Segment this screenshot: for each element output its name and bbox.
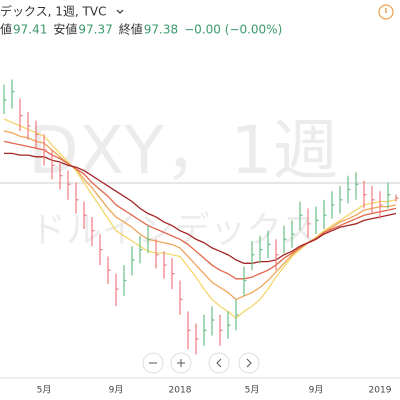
price-bar xyxy=(67,170,71,200)
price-bar xyxy=(43,134,47,166)
x-tick-label: 9月 xyxy=(109,385,124,396)
fields: 値 97.41 安値 97.37 終値 97.38 −0.00 (−0.00%) xyxy=(0,22,282,37)
price-bar xyxy=(275,239,279,271)
price-bar xyxy=(355,172,359,200)
scroll-right-icon xyxy=(246,358,252,368)
price-bar xyxy=(235,299,239,331)
price-bar xyxy=(315,206,319,235)
x-axis-band xyxy=(0,378,400,400)
price-bar xyxy=(387,182,391,209)
x-tick-label: 5月 xyxy=(37,385,52,396)
dropdown-icon[interactable] xyxy=(116,9,124,14)
price-bar xyxy=(243,266,247,296)
price-bar xyxy=(171,258,175,290)
scroll-left-icon xyxy=(216,358,222,368)
price-bar xyxy=(291,220,295,248)
price-bar xyxy=(163,251,167,279)
x-tick-label: 2018 xyxy=(169,386,192,396)
price-bar xyxy=(363,180,367,209)
price-bar xyxy=(3,84,7,114)
price-bar xyxy=(347,175,351,204)
price-bar xyxy=(219,314,223,346)
price-bar xyxy=(131,246,135,276)
price-bar xyxy=(307,208,311,238)
price-bar xyxy=(251,241,255,271)
field-value: 97.38 xyxy=(144,23,178,37)
field-label: 値 xyxy=(0,22,12,37)
x-tick-label: 5月 xyxy=(245,385,260,396)
price-bar xyxy=(11,79,15,109)
price-bar xyxy=(187,311,191,350)
price-bar xyxy=(395,194,399,202)
symbol: デックス, 1週, TVC xyxy=(0,4,106,19)
change: −0.00 (−0.00%) xyxy=(184,23,282,37)
x-tick-label: 2019 xyxy=(369,386,392,396)
zoom-controls xyxy=(142,352,260,374)
zoom-in-icon xyxy=(177,359,185,367)
price-bar xyxy=(379,191,383,219)
price-bar xyxy=(227,311,231,339)
moving-average xyxy=(3,140,397,280)
price-bar xyxy=(211,306,215,336)
price-bar xyxy=(155,239,159,269)
moving-average xyxy=(4,152,397,264)
price-bar xyxy=(339,186,343,214)
price-bar xyxy=(299,201,303,231)
header: デックス, 1週, TVC 値 97.41 安値 97.37 終値 97.38 −0.00 … xyxy=(0,4,394,37)
price-bar xyxy=(331,191,335,219)
x-axis: 5月 9月 2018 5月 9月 2019 xyxy=(37,385,392,396)
price-bar xyxy=(259,235,263,264)
price-bar xyxy=(139,235,143,264)
x-tick-label: 9月 xyxy=(309,385,324,396)
watermark-title: DXY，1週 xyxy=(28,112,338,189)
price-bar xyxy=(83,201,87,229)
price-bar xyxy=(35,120,39,149)
price-bar xyxy=(107,256,111,284)
scroll-left-button[interactable] xyxy=(208,352,230,374)
field-label: 安値 xyxy=(53,22,77,37)
scroll-right-button[interactable] xyxy=(238,352,260,374)
price-bar xyxy=(115,273,119,307)
moving-average xyxy=(3,118,397,320)
field-value: 97.37 xyxy=(78,23,112,37)
price-bar xyxy=(19,98,23,132)
plot xyxy=(3,79,399,355)
price-bar xyxy=(267,230,271,259)
price-bar xyxy=(91,216,95,247)
price-bar xyxy=(203,314,207,346)
field-label: 終値 xyxy=(119,22,143,37)
price-bar xyxy=(179,280,183,315)
price-bar xyxy=(59,161,63,190)
price-bar xyxy=(75,182,79,214)
price-bar xyxy=(123,265,127,296)
price-bar xyxy=(51,149,55,180)
price-bar xyxy=(27,112,31,140)
alert-icon[interactable] xyxy=(378,4,394,20)
price-bar xyxy=(371,186,375,214)
price-bar xyxy=(147,225,151,254)
price-bar xyxy=(323,199,327,229)
price-bar xyxy=(283,225,287,254)
price-bar xyxy=(99,234,103,266)
field-value: 97.41 xyxy=(13,23,47,37)
price-bar xyxy=(195,323,199,355)
